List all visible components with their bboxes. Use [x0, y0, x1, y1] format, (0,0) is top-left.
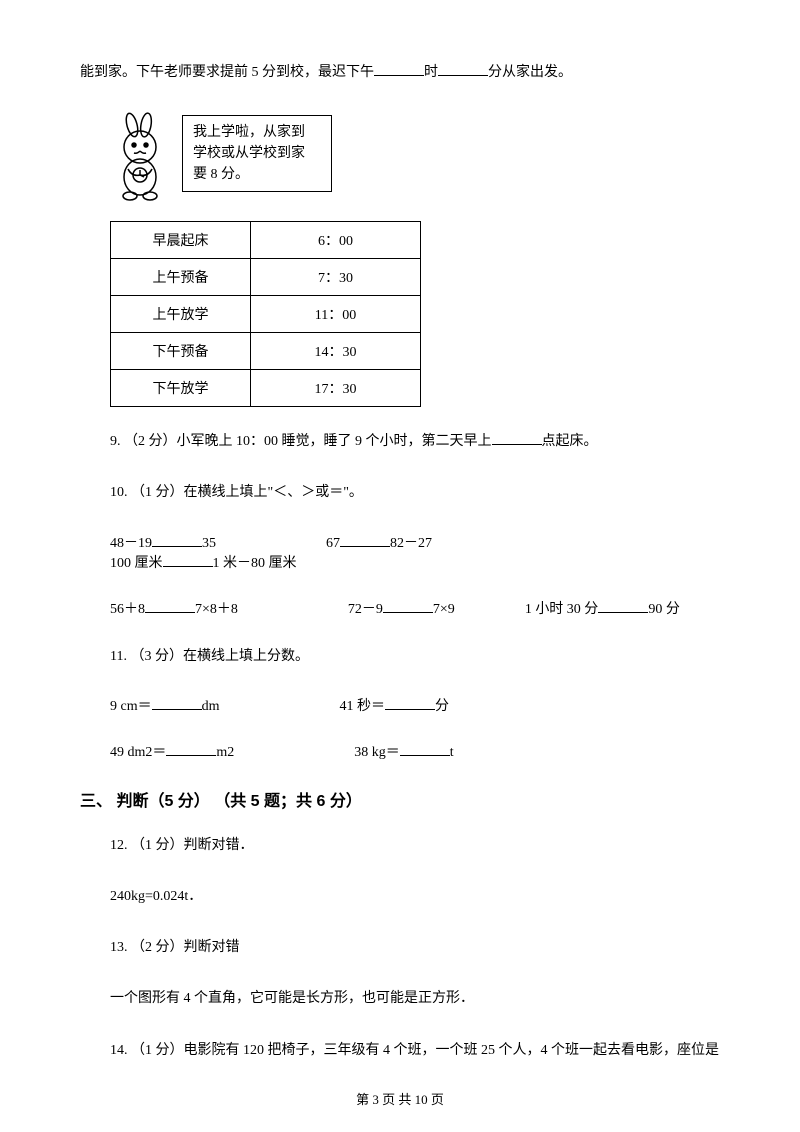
table-row: 上午放学11：00: [111, 296, 421, 333]
table-cell: 早晨起床: [111, 222, 251, 259]
section-3-heading: 三、 判断（5 分） （共 5 题；共 6 分）: [80, 787, 720, 811]
fill-blank-item: 49 dm2＝m2: [110, 741, 234, 761]
fill-blank-item: 56＋87×8＋8: [110, 598, 238, 618]
fill-blank-item: 72－97×9: [348, 598, 455, 618]
blank-input[interactable]: [163, 553, 213, 567]
table-row: 早晨起床6：00: [111, 222, 421, 259]
q14-label: 14. （1 分）电影院有 120 把椅子，三年级有 4 个班，一个班 25 个…: [80, 1038, 720, 1063]
fill-blank-item: 9 cm＝dm: [110, 695, 220, 715]
blank-input[interactable]: [385, 696, 435, 710]
table-cell: 17：30: [251, 370, 421, 407]
fill-blank-item: 1 小时 30 分90 分: [525, 598, 680, 618]
table-cell: 下午放学: [111, 370, 251, 407]
q9-label: 9. （2 分）小军晚上 10：00 睡觉，睡了 9 个小时，第二天早上: [110, 434, 492, 449]
q11-rows: 9 cm＝dm 41 秒＝分 49 dm2＝m2 38 kg＝t: [80, 695, 720, 761]
q9: 9. （2 分）小军晚上 10：00 睡觉，睡了 9 个小时，第二天早上 点起床。: [80, 429, 720, 454]
q9-blank[interactable]: [492, 431, 542, 445]
table-row: 下午放学17：30: [111, 370, 421, 407]
table-cell: 下午预备: [111, 333, 251, 370]
intro-line: 能到家。下午老师要求提前 5 分到校，最迟下午时分从家出发。: [80, 60, 720, 85]
q12-label: 12. （1 分）判断对错．: [80, 833, 720, 858]
blank-input[interactable]: [340, 533, 390, 547]
table-row: 下午预备14：30: [111, 333, 421, 370]
table-cell: 6：00: [251, 222, 421, 259]
table-cell: 上午预备: [111, 259, 251, 296]
schedule-table: 早晨起床6：00上午预备7：30上午放学11：00下午预备14：30下午放学17…: [110, 221, 421, 407]
blank-hour[interactable]: [374, 62, 424, 76]
page-footer: 第 3 页 共 10 页: [0, 1089, 800, 1108]
blank-input[interactable]: [152, 696, 202, 710]
q13-body: 一个图形有 4 个直角，它可能是长方形，也可能是正方形．: [80, 986, 720, 1011]
blank-input[interactable]: [383, 599, 433, 613]
speech-bubble: 我上学啦，从家到学校或从学校到家要 8 分。: [182, 115, 332, 192]
q11-label: 11. （3 分）在横线上填上分数。: [80, 644, 720, 669]
fill-blank-item: 48－1935: [110, 532, 216, 552]
blank-minute[interactable]: [438, 62, 488, 76]
blank-input[interactable]: [166, 742, 216, 756]
q13-label: 13. （2 分）判断对错: [80, 935, 720, 960]
q12-body: 240kg=0.024t．: [80, 884, 720, 909]
blank-input[interactable]: [152, 533, 202, 547]
q10-label: 10. （1 分）在横线上填上"＜、＞或＝"。: [80, 480, 720, 505]
fill-blank-item: 6782－27: [326, 532, 432, 552]
table-cell: 上午放学: [111, 296, 251, 333]
q9-suffix: 点起床。: [542, 434, 598, 449]
table-cell: 7：30: [251, 259, 421, 296]
q10-rows: 48－1935 6782－27 100 厘米1 米－80 厘米 56＋87×8＋8 72…: [80, 532, 720, 618]
blank-input[interactable]: [145, 599, 195, 613]
fill-blank-item: 100 厘米1 米－80 厘米: [110, 552, 297, 572]
table-cell: 14：30: [251, 333, 421, 370]
rabbit-bubble-row: 我上学啦，从家到学校或从学校到家要 8 分。: [110, 111, 720, 201]
blank-input[interactable]: [400, 742, 450, 756]
blank-input[interactable]: [598, 599, 648, 613]
fill-blank-item: 38 kg＝t: [354, 741, 453, 761]
fill-blank-item: 41 秒＝分: [340, 695, 450, 715]
table-row: 上午预备7：30: [111, 259, 421, 296]
rabbit-icon: [110, 111, 180, 201]
table-cell: 11：00: [251, 296, 421, 333]
